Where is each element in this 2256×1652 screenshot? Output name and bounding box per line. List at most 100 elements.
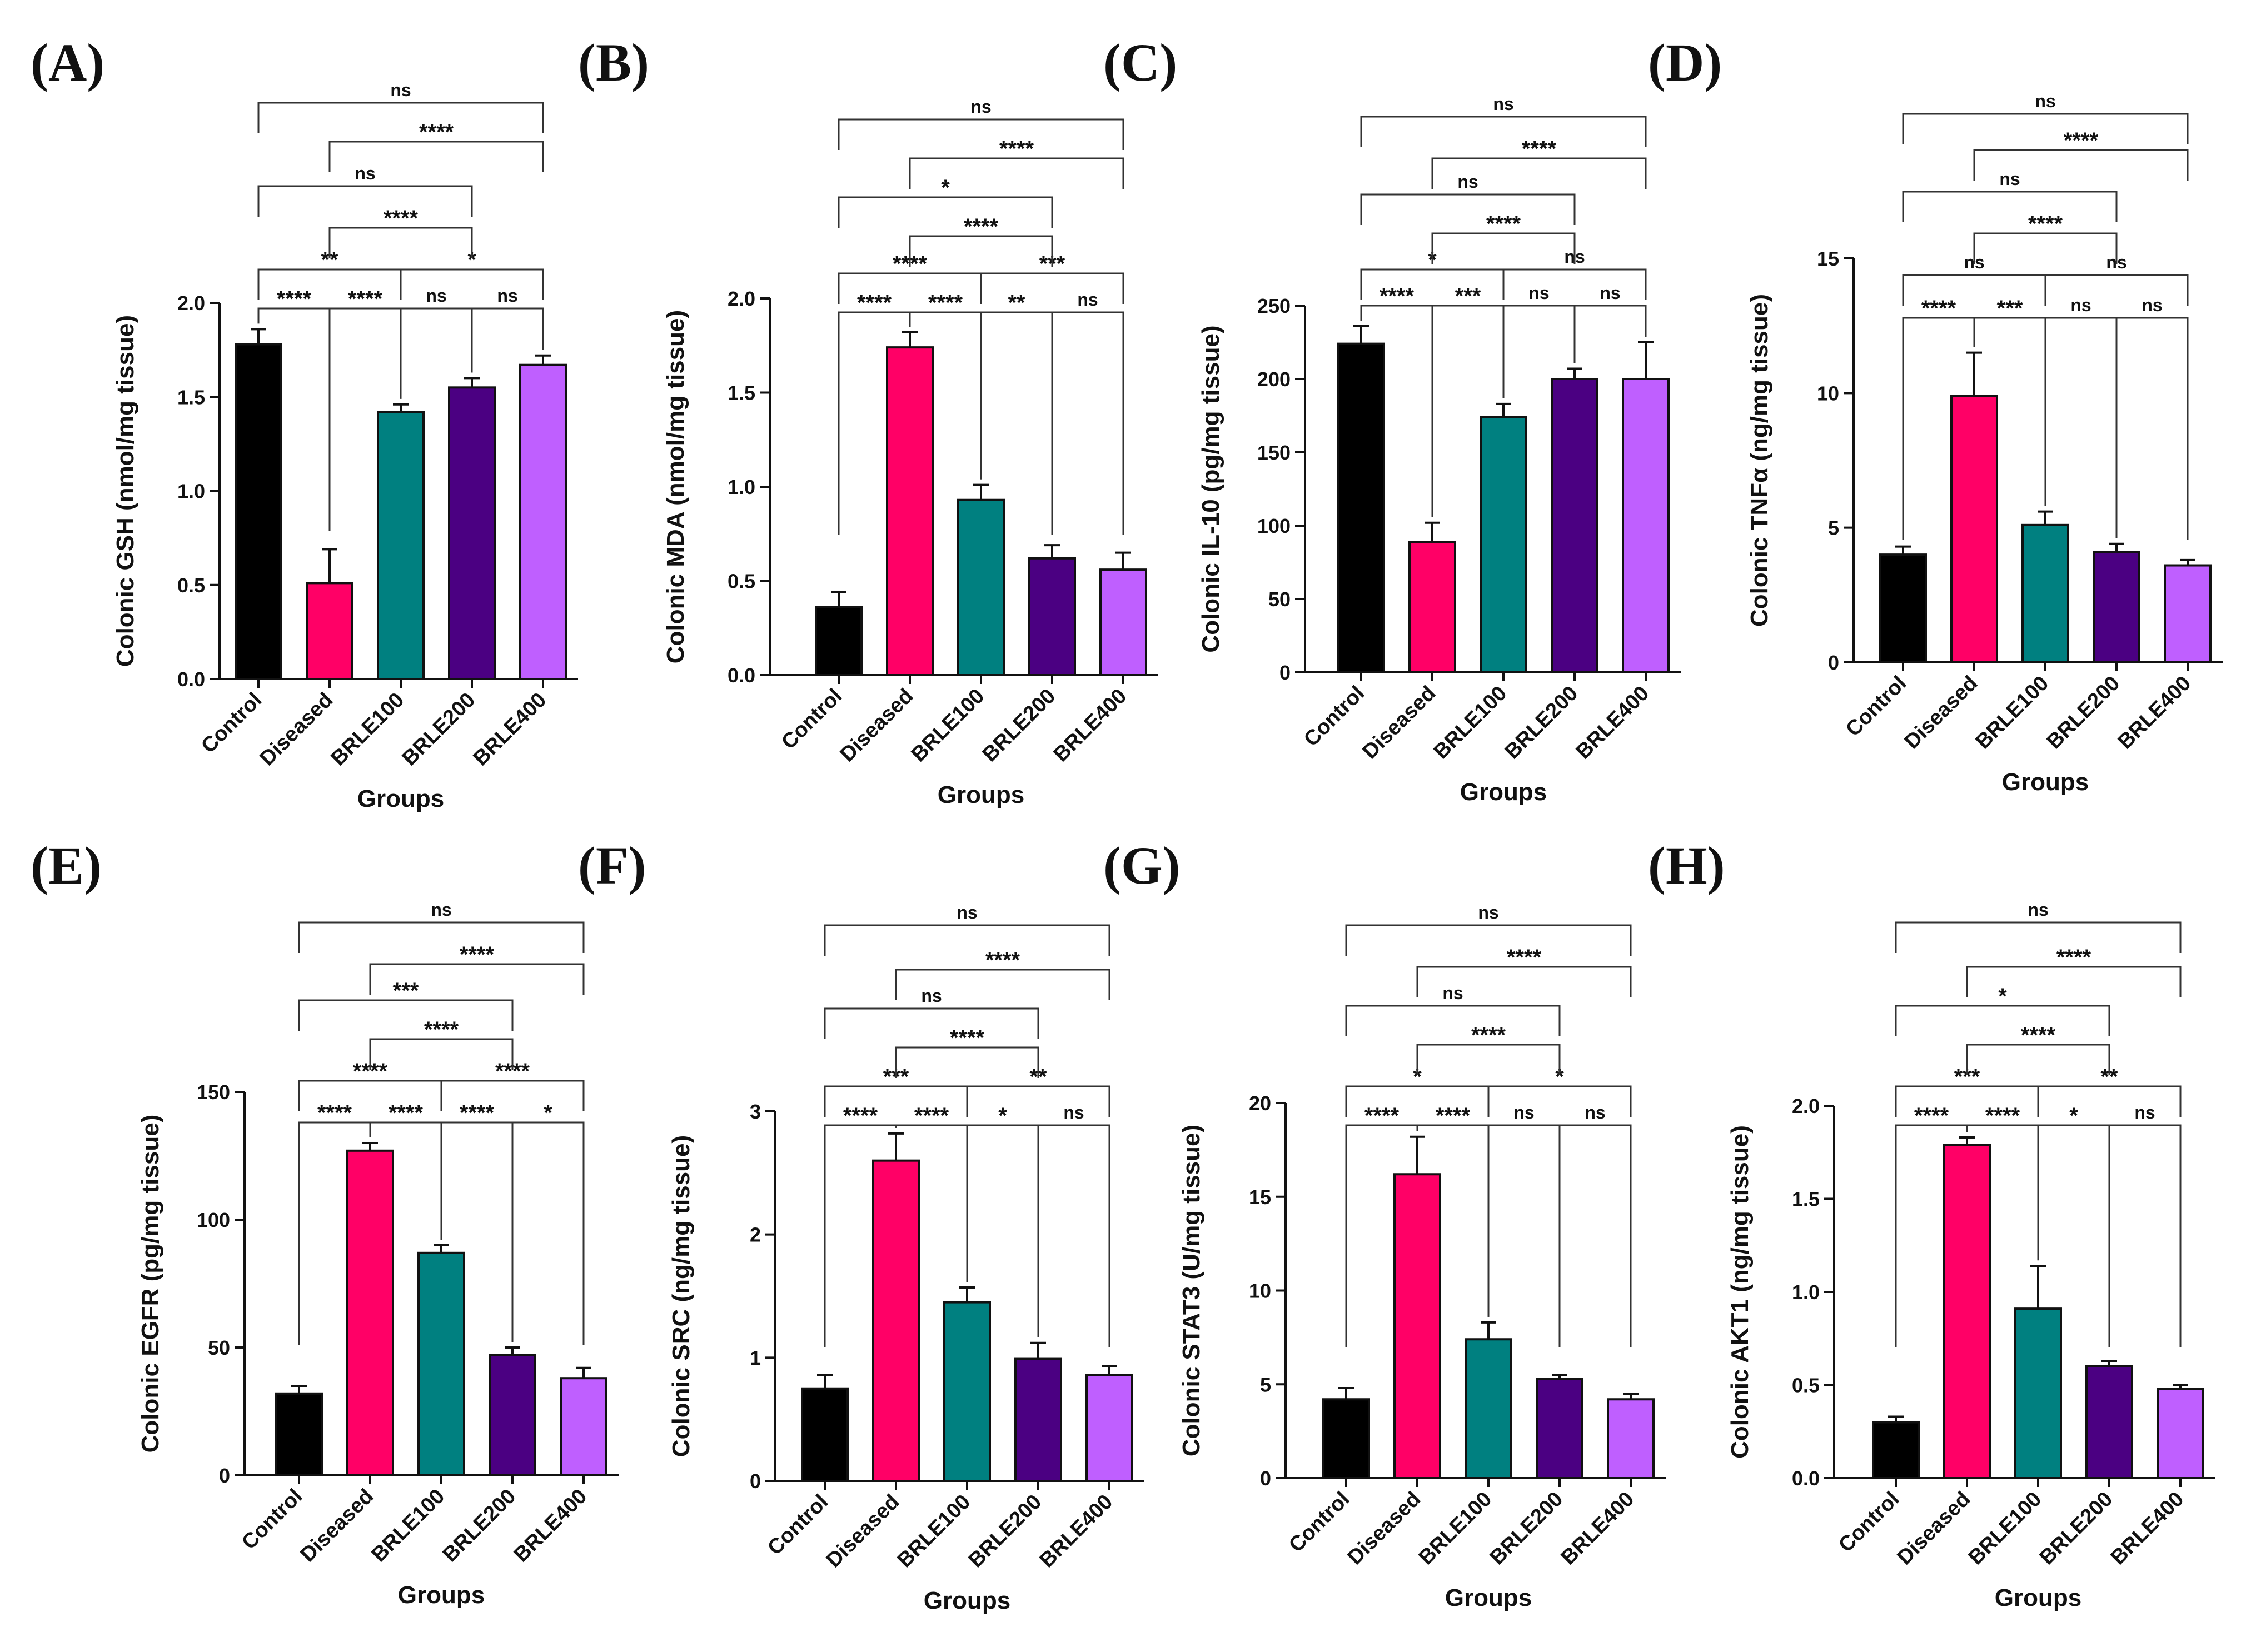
panel-c-ytick-label: 0 [1279,661,1291,684]
panel-h-sig-bracket [1895,921,2182,953]
panel-f-y-title: Colonic SRC (ng/mg tissue) [668,1135,695,1457]
panel-e-sig-label: * [544,1101,552,1125]
panel-c-ytick-label: 100 [1257,515,1291,537]
panel-g-sig-bracket [1416,1044,1561,1075]
panel-a-sig-label: ns [497,286,517,306]
panel-h-sig-label: **** [2021,1023,2056,1047]
panel-b-sig-bracket [838,118,1124,150]
panel-c-bar-control [1337,342,1385,673]
panel-h-category-label: BRLE100 [1964,1488,2046,1570]
panel-b-bar-diseased [886,346,934,676]
panel-h-bar-brle400 [2157,1388,2204,1479]
panel-d-x-title: Groups [2002,768,2089,796]
panel-g-bar-control [1322,1398,1370,1479]
panel-g-ytick-label: 5 [1260,1373,1271,1396]
panel-g-bar-brle200 [1536,1378,1583,1479]
panel-g-sig-bracket [1487,1085,1632,1117]
panel-h-ytick-label: 2.0 [1792,1095,1820,1117]
panel-h-sig-label: ns [2028,900,2048,920]
panel-d-sig-bracket [1973,232,2118,264]
panel-a-sig-bracket [257,185,473,217]
panel-c-sig-label: ns [1600,283,1620,303]
panel-a-sig-bracket [328,141,544,172]
panel-b-x-title: Groups [938,781,1024,808]
panel-a-sig-bracket [400,307,473,399]
panel-c-category-label: BRLE200 [1501,682,1583,764]
panel-g-sig-label: ns [1478,902,1498,922]
panel-a-sig-label: ns [390,80,411,100]
panel-f-sig-label: * [998,1104,1007,1128]
panel-c-bar-brle100 [1480,416,1527,673]
panel-b-ytick-label: 0.0 [728,664,755,687]
panel-a-sig-bracket [328,227,473,258]
panel-e-category-label: BRLE100 [367,1485,450,1567]
panel-h-ytick-label: 1.0 [1792,1281,1820,1304]
panel-e-x-title: Groups [398,1581,485,1609]
panel-h-sig-bracket [2037,1085,2182,1117]
panel-a-bar-brle100 [377,411,425,681]
panel-c-x-title: Groups [1460,778,1547,806]
panel-d-bar-diseased [1950,395,1998,663]
panel-f-sig-label: ns [957,902,977,922]
panel-a-sig-label: **** [384,206,419,231]
panel-c-sig-label: **** [1380,284,1415,308]
panel-a-sig-label: **** [419,120,454,144]
panel-e-sig-bracket [511,1121,585,1345]
panel-h-sig-bracket [1895,1005,2110,1036]
panel-f-sig-bracket [824,924,1110,956]
panel-b-category-label: BRLE100 [907,685,989,767]
panel-b-label: (B) [578,33,649,92]
panel-h-bar-brle200 [2085,1365,2133,1479]
panel-c-ytick-label: 150 [1257,441,1291,464]
panel-e-sig-bracket [369,963,585,995]
panel-e-sig-bracket [298,999,514,1031]
panel-d-sig-label: **** [1921,296,1956,321]
panel-g-ytick-label: 15 [1249,1186,1271,1209]
panel-c-bar-brle200 [1551,378,1598,673]
panel-d-bar-control [1879,553,1927,664]
panel-c-ytick-label: 50 [1268,588,1291,611]
panel-f-bar-brle400 [1085,1374,1133,1483]
panel-f-sig-label: ns [921,986,942,1006]
panel-e-category-label: Diseased [296,1485,379,1567]
panel-d-sig-label: ns [2142,295,2162,315]
panel-h-x-title: Groups [1995,1584,2081,1611]
panel-g-sig-label: **** [1507,945,1542,970]
panel-e-sig-label: **** [460,942,495,967]
panel-a-bar-diseased [306,582,353,680]
panel-d-category-label: BRLE100 [1971,672,2054,754]
panel-b-ytick-label: 1.0 [728,476,755,498]
panel-g-sig-label: **** [1364,1104,1400,1128]
panel-a-category-label: Control [197,688,266,758]
panel-e-sig-label: **** [424,1017,459,1042]
panel-f-category-label: BRLE200 [964,1490,1047,1573]
panel-e-sig-label: **** [389,1101,424,1125]
panel-f-bar-control [801,1387,849,1482]
panel-b-category-label: Control [777,685,846,754]
panel-b-sig-bracket [909,157,1124,189]
panel-c-sig-label: ns [1528,283,1549,303]
panel-c-category-label: Control [1299,682,1369,751]
panel-c-sig-label: ns [1457,172,1478,192]
panel-g-category-label: BRLE100 [1415,1488,1497,1570]
panel-b-bar-brle100 [957,498,1005,676]
panel-d-sig-label: ns [2070,295,2091,315]
panel-a-category-label: BRLE200 [398,688,480,771]
panel-e-category-label: BRLE200 [439,1485,521,1567]
panel-g-sig-label: ns [1585,1102,1605,1122]
panel-b-sig-label: **** [964,214,999,239]
panel-e-sig-label: *** [393,979,419,1003]
panel-e-ytick-label: 150 [197,1081,230,1104]
panel-c-sig-label: **** [1486,212,1521,236]
panel-b-sig-label: ** [1008,291,1025,315]
panel-h-bar-diseased [1943,1144,1991,1480]
panel-h-ytick-label: 1.5 [1792,1188,1820,1211]
panel-e-ytick-label: 50 [208,1336,230,1359]
panel-f-category-label: BRLE100 [893,1490,975,1573]
panel-b-bar-control [815,606,863,676]
panel-e-label: (E) [31,836,102,895]
panel-a-category-label: BRLE400 [469,688,551,771]
panel-b-sig-bracket [980,272,1124,304]
panel-e-bar-brle200 [489,1354,536,1477]
panel-g-sig-label: ns [1513,1102,1534,1122]
